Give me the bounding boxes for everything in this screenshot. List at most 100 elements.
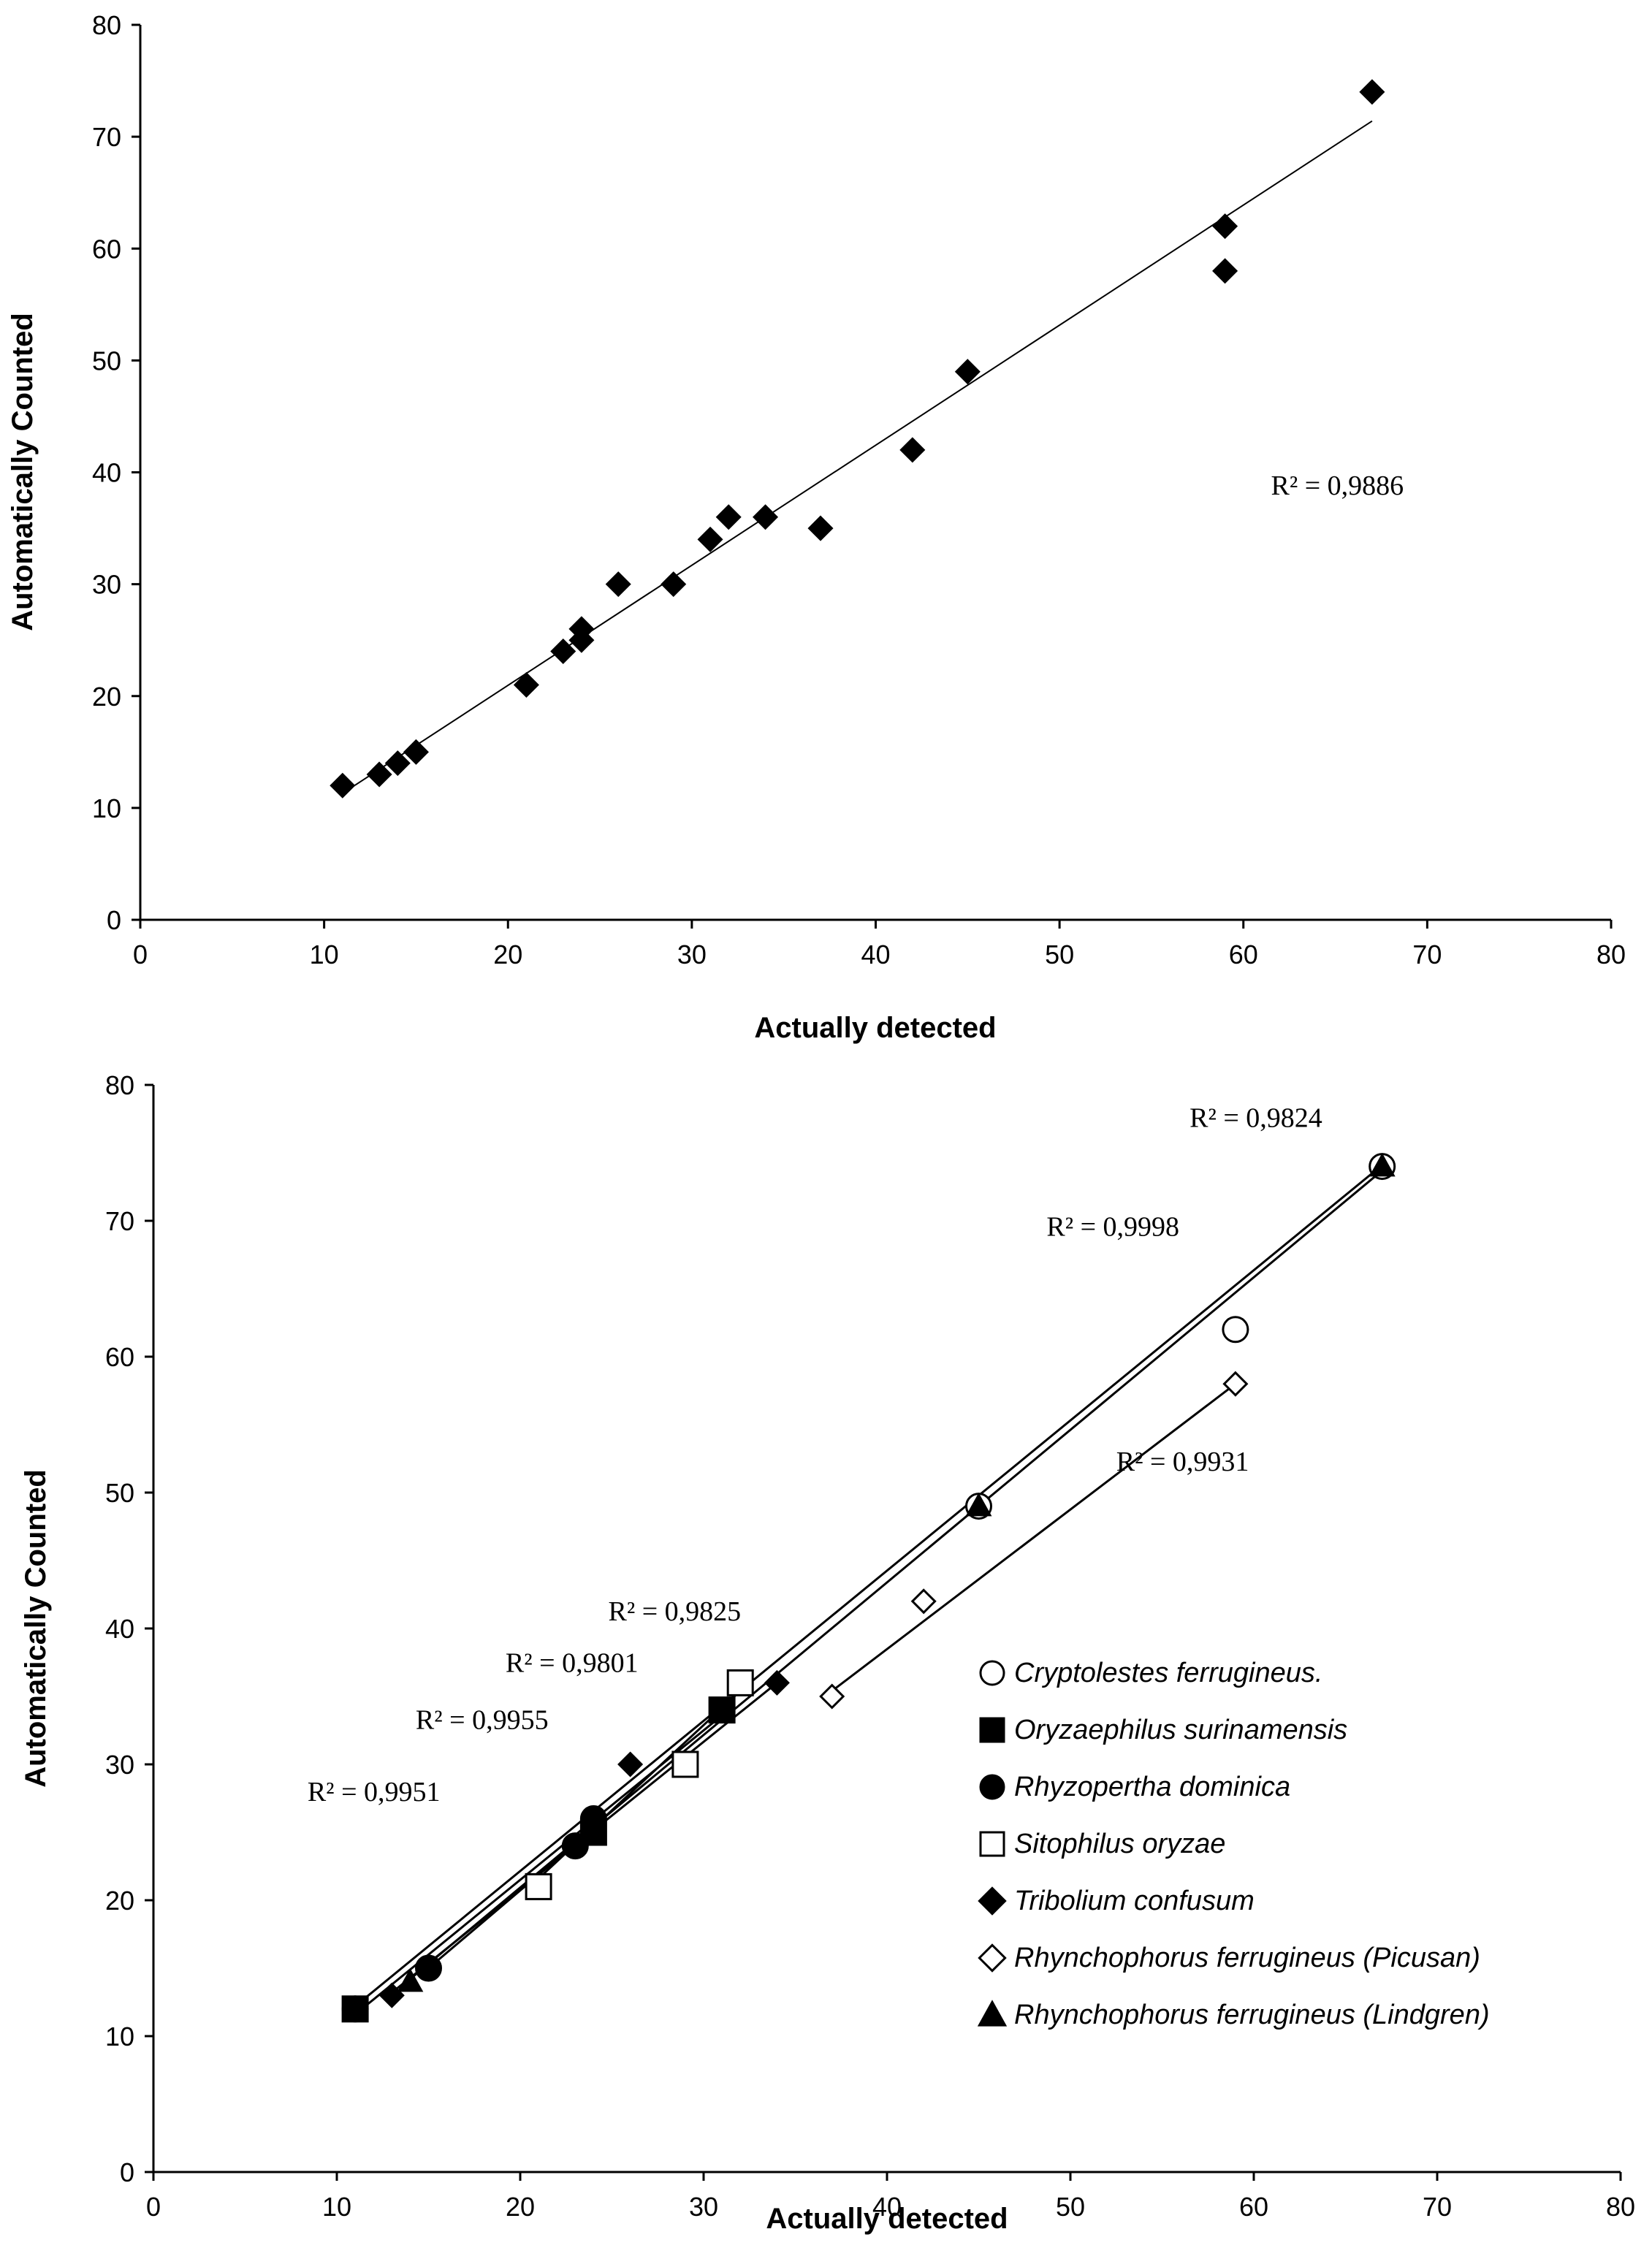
chart-bottom-r2-label: R² = 0,9824 [1189,1103,1322,1134]
chart-top-x-tick-label: 30 [677,940,707,969]
chart-top-data-point [715,504,742,530]
chart-top-data-point [366,761,392,788]
chart-bottom-y-tick-label: 80 [105,1070,134,1100]
chart-bottom-points [341,1153,1396,2023]
chart-bottom-trendline [409,1170,1383,1981]
chart-bottom-data-point [671,1750,699,1778]
chart-bottom-data-point [965,1493,992,1517]
chart-bottom-y-tick-label: 70 [105,1206,134,1236]
legend-label: Cryptolestes ferrugineus. [1014,1658,1322,1688]
chart-bottom-y-tick-label: 30 [105,1750,134,1780]
chart-top-trendlines [342,120,1373,794]
chart-bottom-y-tick-label: 60 [105,1342,134,1372]
legend-item: Tribolium confusum [978,1886,1255,1916]
legend-item: Rhynchophorus ferrugineus (Picusan) [978,1943,1480,1973]
chart-top-x-tick-label: 0 [133,940,148,969]
chart-bottom-trendline [354,1164,1383,2008]
chart-bottom-data-point [617,1751,644,1778]
legend-marker [979,1660,1005,1686]
chart-top-data-point [697,526,723,552]
chart-bottom-y-axis-title: Automatically Counted [20,1469,52,1788]
chart-bottom-data-point [819,1683,845,1710]
legend-item: Cryptolestes ferrugineus. [979,1658,1322,1688]
chart-bottom-r2-label: R² = 0,9801 [506,1648,639,1679]
chart-top-x-tick-label: 10 [310,940,339,969]
chart-bottom-x-tick-label: 20 [506,2192,535,2222]
chart-top-y-tick-label: 70 [92,122,121,152]
chart-bottom-y-tick-label: 40 [105,1614,134,1644]
chart-bottom-data-point [415,1954,442,1982]
chart-bottom-annotations: R² = 0,9824 R² = 0,9998 R² = 0,9931 R² = 0,… [308,1103,1322,1808]
chart-bottom-axes: 0 10 20 30 40 50 60 70 80 0 10 20 30 40 50 60 70 80 [105,1070,1635,2222]
chart-bottom-data-point [1369,1153,1396,1177]
chart-top-data-point [513,671,539,698]
chart-top-x-tick-label: 20 [493,940,522,969]
chart-bottom-x-tick-label: 0 [146,2192,161,2222]
legend-marker [979,1717,1005,1743]
chart-bottom-x-tick-label: 70 [1423,2192,1452,2222]
chart-top-x-tick-label: 50 [1045,940,1074,969]
chart-top-data-point [605,571,631,598]
chart-top-annotations: R² = 0,9886 [1271,470,1404,501]
chart-bottom-x-axis-title: Actually detected [766,2203,1008,2235]
chart-bottom-data-point [525,1872,552,1900]
legend-label: Oryzaephilus surinamensis [1014,1715,1347,1745]
chart-top-x-axis-title: Actually detected [754,1012,996,1044]
chart-top-data-point [1359,79,1385,105]
chart-bottom-r2-label: R² = 0,9931 [1116,1447,1249,1477]
chart-bottom-data-point [764,1669,790,1696]
chart-bottom-x-tick-label: 50 [1056,2192,1085,2222]
chart-bottom-data-point [579,1805,607,1832]
chart-top-x-tick-label: 60 [1229,940,1258,969]
legend-marker [978,1943,1007,1973]
chart-top-data-point [1212,213,1238,240]
chart-bottom-x-tick-label: 30 [689,2192,718,2222]
chart-top-y-tick-label: 0 [107,905,121,935]
legend-marker [979,1831,1005,1857]
chart-top-data-point [1212,258,1238,284]
chart-bottom-y-tick-label: 50 [105,1478,134,1508]
chart-top-points [330,79,1385,799]
chart-bottom-data-point [1222,1371,1249,1397]
chart-top-data-point [899,437,926,463]
chart-top-data-point [954,359,981,385]
legend-label: Rhynchophorus ferrugineus (Lindgren) [1014,2000,1490,2030]
chart-top-data-point [330,772,356,799]
chart-top-y-tick-label: 20 [92,682,121,712]
chart-bottom-y-tick-label: 20 [105,1886,134,1916]
chart-top-x-tick-label: 80 [1596,940,1626,969]
chart-top-y-tick-label: 80 [92,10,121,40]
chart-top-r2-label: R² = 0,9886 [1271,470,1404,501]
legend-marker [979,1774,1005,1800]
chart-bottom-data-point [341,1995,369,2023]
chart-bottom-data-point [1222,1316,1249,1344]
chart-top-y-tick-label: 10 [92,793,121,823]
chart-bottom-r2-label: R² = 0,9998 [1046,1211,1179,1242]
chart-top-data-point [807,515,834,541]
legend-label: Tribolium confusum [1014,1886,1255,1916]
chart-bottom-x-tick-label: 10 [322,2192,351,2222]
chart-bottom-data-point [397,1968,424,1992]
legend-item: Rhyzopertha dominica [979,1772,1290,1802]
chart-bottom-legend: Cryptolestes ferrugineus. Oryzaephilus su… [977,1658,1490,2030]
chart-bottom-data-point [708,1696,736,1724]
chart-top-y-tick-label: 40 [92,458,121,488]
chart-bottom-r2-label: R² = 0,9825 [608,1596,741,1627]
chart-top: 0 10 20 30 40 50 60 70 80 0 10 20 30 40 50 60 70 80 R² = … [7,10,1626,1044]
chart-bottom-data-point [910,1588,937,1615]
legend-item: Sitophilus oryzae [979,1829,1225,1859]
chart-bottom-y-tick-label: 10 [105,2022,134,2051]
chart-top-axes: 0 10 20 30 40 50 60 70 80 0 10 20 30 40 50 60 70 80 [92,10,1626,969]
chart-bottom-data-point [561,1832,589,1860]
chart-bottom-r2-label: R² = 0,9955 [416,1705,549,1736]
chart-top-y-tick-label: 30 [92,570,121,600]
legend-item: Rhynchophorus ferrugineus (Lindgren) [977,2000,1490,2030]
chart-top-x-tick-label: 70 [1412,940,1442,969]
chart-bottom-data-point [726,1669,754,1696]
legend-item: Oryzaephilus surinamensis [979,1715,1347,1745]
chart-bottom-x-tick-label: 40 [872,2192,902,2222]
chart-bottom-trendline [831,1383,1236,1692]
chart-top-data-point [753,504,779,530]
chart-top-x-tick-label: 40 [861,940,890,969]
